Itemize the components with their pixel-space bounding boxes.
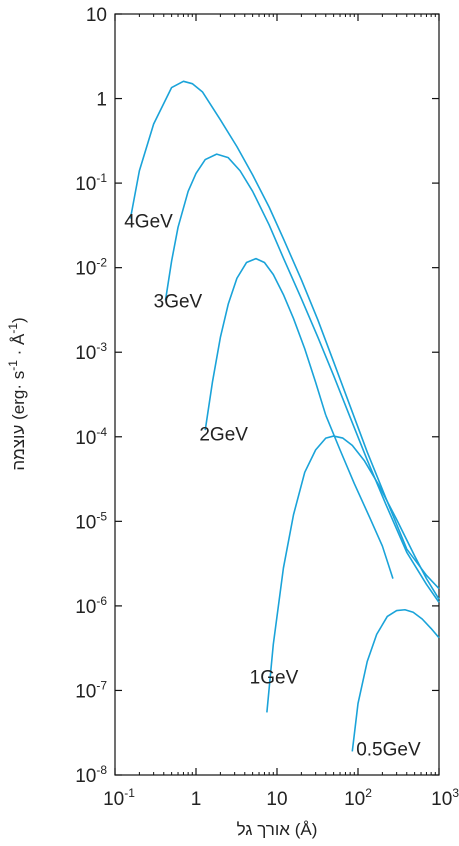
y-title-units-angstrom: Å bbox=[9, 333, 28, 345]
y-title-units-s: s bbox=[9, 371, 28, 380]
x-tick-label: 102 bbox=[344, 786, 372, 810]
x-tick-label: 10-1 bbox=[103, 786, 135, 810]
x-tick-label-exponent: -1 bbox=[124, 786, 135, 800]
y-tick-label-base: 1 bbox=[96, 90, 107, 111]
y-tick-label-base: 10 bbox=[75, 512, 96, 533]
y-tick-label: 10-8 bbox=[75, 763, 107, 787]
series-label: 3GeV bbox=[154, 291, 203, 312]
x-tick-label-base: 10 bbox=[344, 789, 365, 810]
series-label: 2GeV bbox=[199, 425, 248, 446]
y-tick-label-exponent: -8 bbox=[96, 763, 107, 777]
y-tick-label-exponent: -3 bbox=[96, 340, 107, 354]
y-title-units-dot: · bbox=[9, 345, 28, 360]
y-title-hebrew: עוצמה bbox=[9, 420, 28, 471]
y-tick-label: 10-1 bbox=[75, 171, 107, 195]
y-title-units-suffix: ) bbox=[9, 317, 28, 323]
y-tick-label-base: 10 bbox=[75, 597, 96, 618]
y-tick-label: 1 bbox=[96, 90, 107, 111]
series-line bbox=[325, 414, 394, 579]
y-title-units-exp: -1 bbox=[6, 360, 20, 371]
x-tick-label: 103 bbox=[431, 786, 459, 810]
series-line bbox=[129, 80, 440, 590]
x-tick-label-base: 10 bbox=[431, 789, 452, 810]
series-line bbox=[164, 153, 440, 603]
series-label: 4GeV bbox=[124, 211, 173, 232]
plot-frame bbox=[114, 13, 440, 776]
y-tick-label: 10-5 bbox=[75, 509, 107, 533]
y-tick-label-base: 10 bbox=[86, 5, 107, 26]
y-tick-label-base: 10 bbox=[75, 259, 96, 280]
x-tick-label: 10 bbox=[266, 789, 287, 810]
x-tick-label-exponent: 2 bbox=[365, 786, 372, 800]
series-label: 0.5GeV bbox=[356, 740, 421, 761]
y-tick-label: 10-6 bbox=[75, 594, 107, 618]
y-tick-label-base: 10 bbox=[75, 428, 96, 449]
y-tick-label-exponent: -5 bbox=[96, 509, 107, 523]
y-tick-label: 10-2 bbox=[75, 256, 107, 280]
series-line bbox=[204, 257, 327, 431]
y-tick-label-exponent: -6 bbox=[96, 594, 107, 608]
series-line bbox=[351, 608, 440, 752]
x-axis: 10-1 1 10 102 103 bbox=[103, 14, 459, 810]
series-lines bbox=[129, 80, 440, 752]
y-tick-label-exponent: -4 bbox=[96, 425, 107, 439]
x-axis-title: אורך גל (Å) bbox=[237, 820, 318, 839]
y-tick-label: 10-7 bbox=[75, 678, 107, 702]
x-tick-label-base: 10 bbox=[103, 789, 124, 810]
y-axis-title: עוצמה (erg· s-1 · Å-1) bbox=[6, 317, 28, 470]
y-tick-label-base: 10 bbox=[75, 681, 96, 702]
y-tick-label-base: 10 bbox=[75, 174, 96, 195]
series-label: 1GeV bbox=[250, 668, 299, 689]
series-line bbox=[266, 435, 440, 713]
y-title-units-exp: -1 bbox=[6, 323, 20, 334]
y-tick-label: 10-3 bbox=[75, 340, 107, 364]
svg-text:עוצמה (erg· s-1 · Å-1): עוצמה (erg· s-1 · Å-1) bbox=[6, 317, 28, 470]
y-tick-label: 10-4 bbox=[75, 425, 107, 449]
y-tick-label-base: 10 bbox=[75, 766, 96, 787]
x-tick-label: 1 bbox=[191, 789, 202, 810]
y-tick-label-base: 10 bbox=[75, 343, 96, 364]
y-tick-label: 10 bbox=[86, 5, 107, 26]
x-tick-label-exponent: 3 bbox=[452, 786, 459, 800]
x-tick-label-base: 10 bbox=[266, 789, 287, 810]
y-title-units-prefix: (erg· bbox=[9, 379, 28, 420]
y-tick-label-exponent: -2 bbox=[96, 256, 107, 270]
y-tick-label-exponent: -1 bbox=[96, 171, 107, 185]
series-labels: 4GeV 3GeV 2GeV 1GeV 0.5GeV bbox=[124, 211, 421, 760]
y-tick-label-exponent: -7 bbox=[96, 678, 107, 692]
x-tick-label-base: 1 bbox=[191, 789, 202, 810]
